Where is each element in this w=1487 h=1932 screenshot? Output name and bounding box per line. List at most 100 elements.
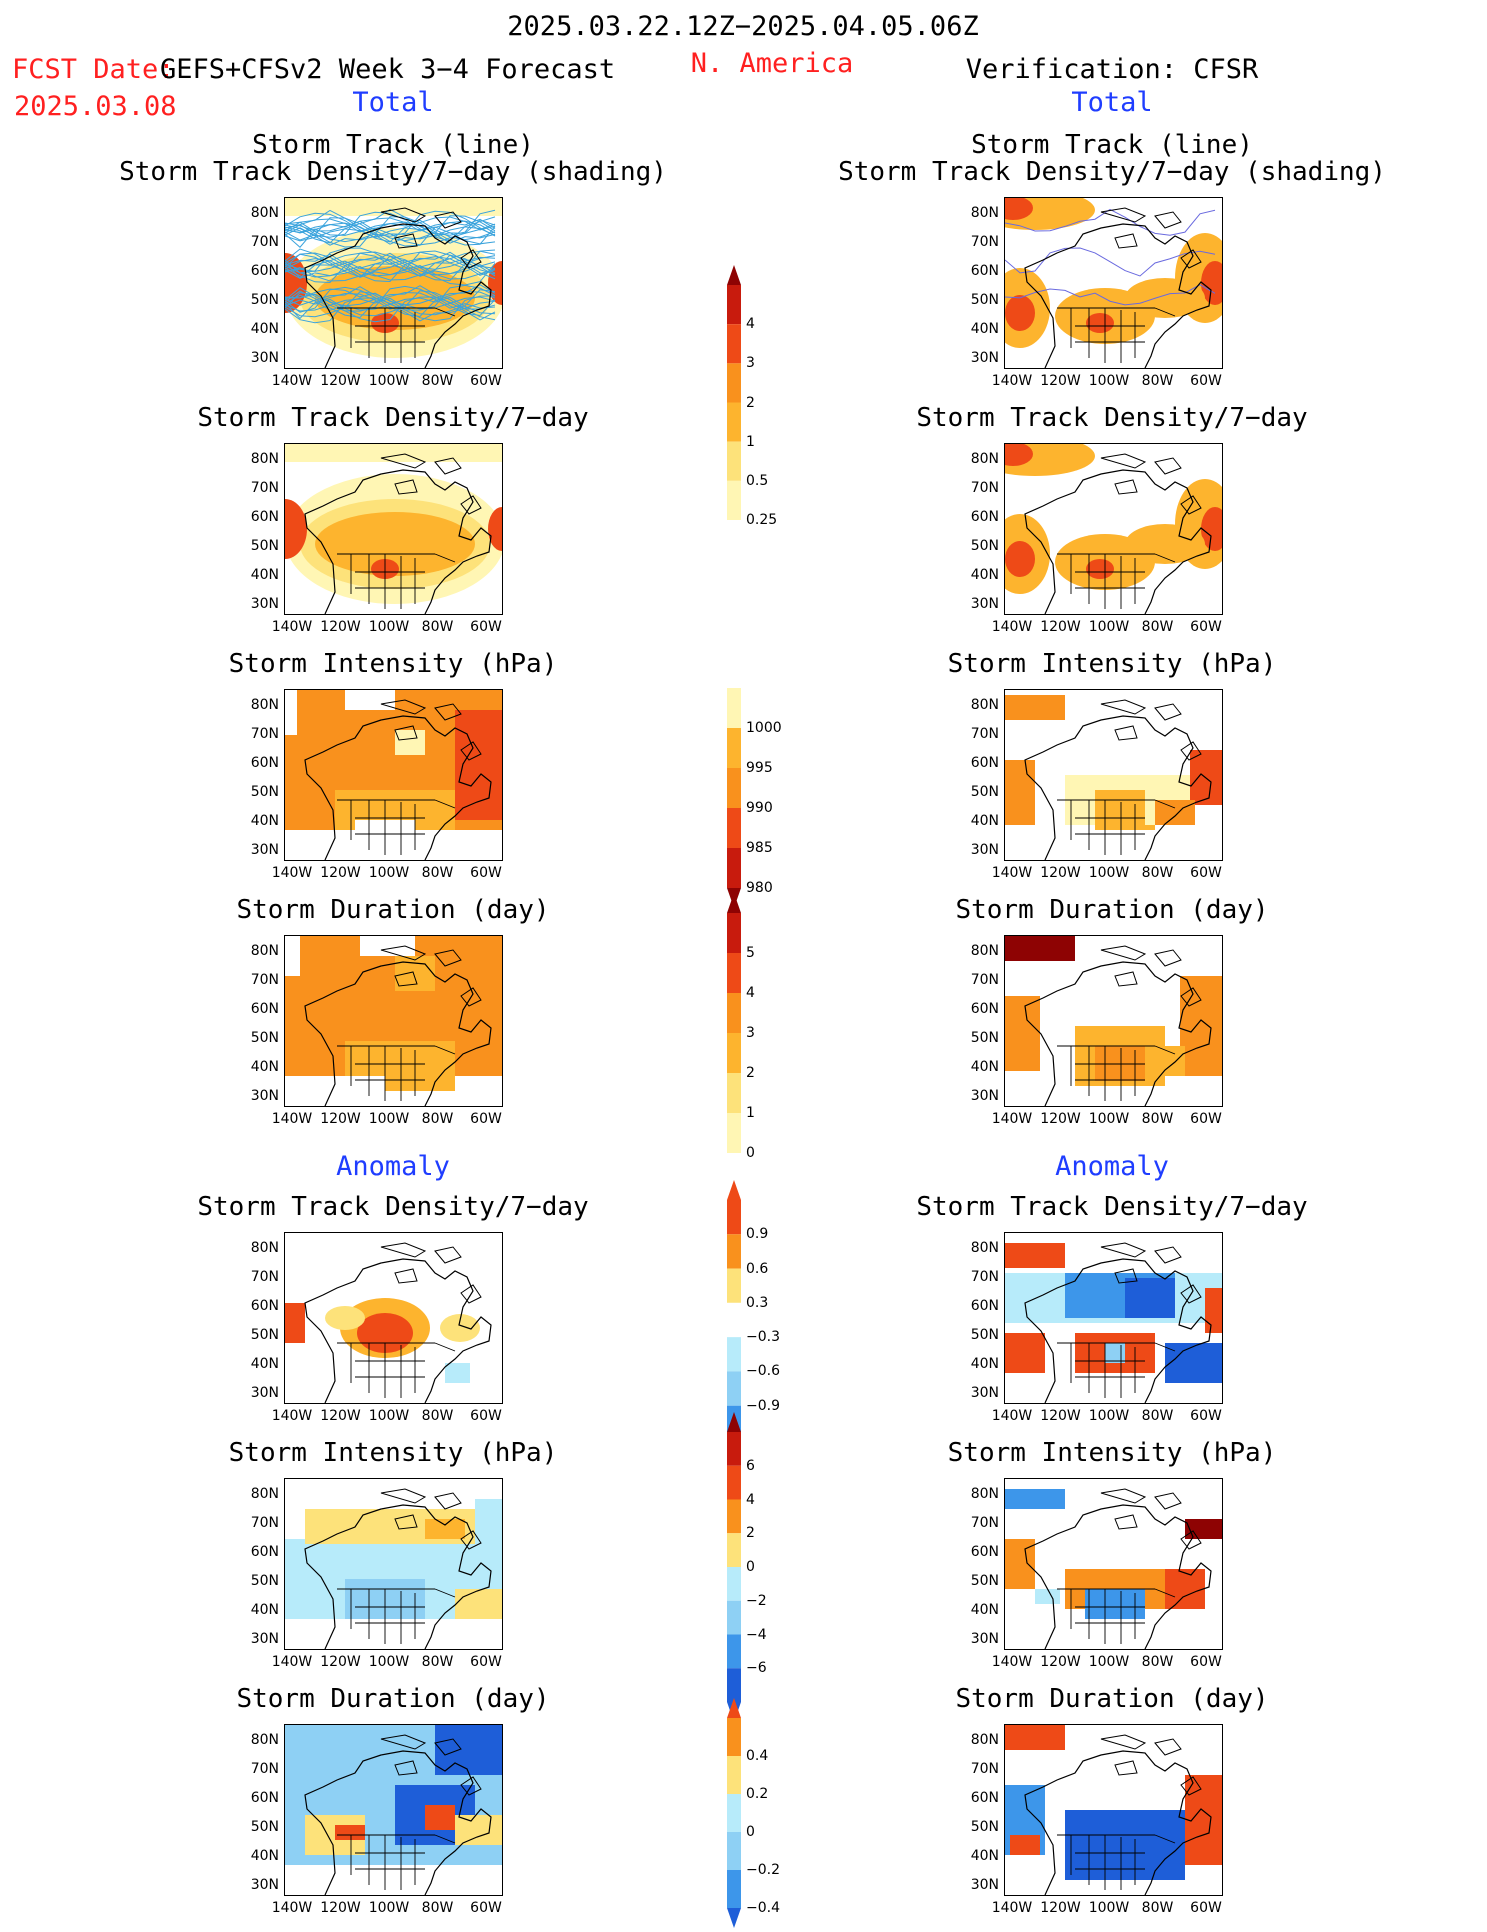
lat-tick-label: 40N	[970, 1848, 999, 1864]
right-map-svg-3	[1005, 690, 1222, 860]
lat-tick-label: 30N	[970, 596, 999, 612]
lat-tick-label: 70N	[970, 234, 999, 250]
date-range-title: 2025.03.22.12Z−2025.04.05.06Z	[507, 11, 979, 42]
shade-cell	[455, 1589, 502, 1619]
colorbar-label: 0.25	[746, 512, 778, 528]
coastline	[304, 1258, 492, 1403]
storm-track-line	[285, 209, 496, 237]
lon-tick-label: 140W	[991, 1111, 1033, 1127]
lat-tick-label: 80N	[970, 1486, 999, 1502]
lat-tick-label: 70N	[250, 1515, 279, 1531]
lat-tick-label: 70N	[970, 1269, 999, 1285]
arctic-islands	[1100, 1488, 1202, 1550]
storm-track-line	[285, 219, 496, 246]
lat-tick-label: 70N	[970, 1761, 999, 1777]
lon-tick-label: 60W	[1190, 865, 1222, 881]
colorbar-anom-intensity	[724, 1412, 744, 1726]
fcst-date-value: 2025.03.08	[14, 91, 177, 122]
arctic-islands	[380, 699, 482, 761]
colorbar-arrow	[727, 265, 741, 285]
colorbar-swatch	[727, 1200, 741, 1235]
right-map-panel-2	[1004, 443, 1223, 615]
shade-cell	[335, 1825, 365, 1840]
right-density-title: Storm Track Density/7−day	[916, 403, 1308, 433]
lat-tick-label: 80N	[970, 205, 999, 221]
storm-track-line	[285, 217, 496, 244]
colorbar-swatch	[727, 1302, 741, 1338]
left-intensity-title: Storm Intensity (hPa)	[228, 649, 558, 679]
arctic-islands	[380, 207, 482, 269]
colorbar-label: −0.4	[746, 1900, 780, 1916]
right-map-panel-7	[1004, 1724, 1223, 1896]
right-intensity-title: Storm Intensity (hPa)	[947, 649, 1277, 679]
shade-blob	[1086, 313, 1114, 333]
colorbar-swatch	[727, 993, 741, 1033]
shade-cell	[435, 1725, 502, 1775]
lat-tick-label: 50N	[250, 784, 279, 800]
lon-tick-label: 120W	[1040, 1654, 1081, 1670]
colorbar-swatch	[727, 402, 741, 442]
lon-tick-label: 100W	[368, 865, 410, 881]
shade-cell	[1005, 1243, 1065, 1268]
lat-tick-label: 80N	[970, 1240, 999, 1256]
lat-tick-label: 60N	[250, 1298, 279, 1314]
lon-tick-label: 100W	[368, 1900, 410, 1916]
lat-tick-label: 40N	[970, 1602, 999, 1618]
lon-tick-label: 80W	[421, 373, 454, 389]
lat-tick-label: 50N	[970, 1573, 999, 1589]
colorbar-label: −6	[746, 1660, 767, 1677]
state-borders	[337, 1045, 456, 1101]
lon-tick-label: 140W	[271, 865, 313, 881]
colorbar-swatch	[727, 1432, 741, 1466]
colorbar-swatch	[727, 1756, 741, 1794]
shade-cell	[285, 690, 297, 735]
lat-tick-label: 80N	[970, 451, 999, 467]
shade-cell	[1005, 760, 1035, 825]
lon-tick-label: 100W	[1088, 1654, 1130, 1670]
lat-tick-label: 60N	[970, 1790, 999, 1806]
storm-track-line	[285, 293, 496, 320]
state-borders	[1057, 1588, 1176, 1644]
lon-tick-label: 120W	[320, 373, 361, 389]
lat-tick-label: 30N	[250, 1088, 279, 1104]
lon-tick-label: 140W	[271, 1111, 313, 1127]
shade-cell	[1095, 1046, 1145, 1081]
left-map-panel-1	[284, 197, 503, 369]
shade-blob	[1086, 559, 1114, 579]
lon-tick-label: 60W	[470, 373, 502, 389]
storm-track-line	[285, 291, 496, 322]
shade-blob	[1005, 444, 1033, 466]
shade-cell	[425, 1519, 465, 1539]
colorbar-label: 1	[746, 1105, 755, 1121]
lat-tick-label: 30N	[970, 1877, 999, 1893]
coastline	[304, 961, 492, 1106]
shade-blob	[440, 1314, 480, 1342]
lat-tick-label: 70N	[250, 234, 279, 250]
storm-track-line	[285, 252, 496, 283]
left-map-svg-2	[285, 444, 502, 614]
lat-tick-label: 50N	[970, 784, 999, 800]
lat-tick-label: 30N	[970, 1631, 999, 1647]
shade-cell	[1005, 996, 1040, 1071]
colorbar-svg-anom-duration	[727, 1698, 741, 1928]
lat-tick-label: 70N	[250, 972, 279, 988]
arctic-islands	[380, 453, 482, 515]
shade-cell	[1005, 1489, 1065, 1509]
storm-track-line	[285, 263, 496, 280]
left-map-panel-2	[284, 443, 503, 615]
shade-cell	[1065, 1810, 1185, 1880]
storm-track-line	[1005, 208, 1216, 236]
coastline	[1024, 715, 1212, 860]
lat-tick-label: 30N	[970, 1088, 999, 1104]
left-map-panel-6	[284, 1478, 503, 1650]
shade-cell	[1165, 1569, 1205, 1609]
fcst-model-label: GEFS+CFSv2 Week 3−4 Forecast	[160, 54, 616, 85]
colorbar-swatch	[727, 1113, 741, 1153]
total-label-right: Total	[1071, 87, 1153, 118]
colorbar-swatch	[727, 1337, 741, 1372]
shade-blob	[1005, 541, 1035, 577]
lat-tick-label: 80N	[970, 697, 999, 713]
lon-tick-label: 140W	[271, 1900, 313, 1916]
lat-tick-label: 40N	[250, 321, 279, 337]
lon-tick-label: 60W	[1190, 1900, 1222, 1916]
